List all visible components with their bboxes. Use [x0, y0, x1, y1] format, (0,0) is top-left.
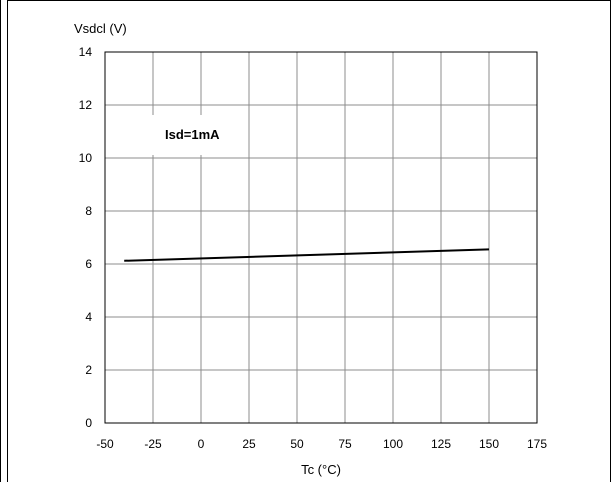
- y-tick-labels: 0 2 4 6 8 10 12 14: [79, 45, 93, 430]
- y-tick-label: 6: [85, 257, 92, 271]
- x-tick-label: 0: [198, 437, 205, 451]
- annotation-box: [152, 115, 246, 155]
- y-tick-label: 4: [85, 310, 92, 324]
- series-group: [124, 248, 490, 262]
- x-tick-label: 25: [242, 437, 256, 451]
- x-tick-label: 75: [338, 437, 352, 451]
- page-frame-right: [610, 0, 611, 482]
- x-tick-label: -50: [96, 437, 114, 451]
- plot-border: [104, 51, 538, 424]
- page-frame-top: [8, 0, 611, 1]
- y-tick-label: 2: [85, 363, 92, 377]
- grid: [105, 52, 537, 423]
- y-tick-label: 0: [85, 416, 92, 430]
- x-tick-labels: -50 -25 0 25 50 75 100 125 150 175: [96, 437, 547, 451]
- x-tick-label: 125: [431, 437, 451, 451]
- y-tick-label: 8: [85, 204, 92, 218]
- x-tick-label: 100: [383, 437, 403, 451]
- x-tick-label: 50: [290, 437, 304, 451]
- annotation-label: Isd=1mA: [165, 127, 220, 142]
- x-tick-label: 175: [527, 437, 547, 451]
- y-tick-label: 10: [79, 151, 93, 165]
- page-frame-left: [0, 0, 8, 482]
- y-tick-label: 12: [79, 98, 93, 112]
- x-tick-label: 150: [479, 437, 499, 451]
- series-line: [124, 248, 490, 262]
- y-tick-label: 14: [79, 45, 93, 59]
- x-tick-label: -25: [144, 437, 162, 451]
- x-axis-title: Tc (°C): [301, 462, 341, 477]
- y-axis-title: Vsdcl (V): [74, 21, 127, 36]
